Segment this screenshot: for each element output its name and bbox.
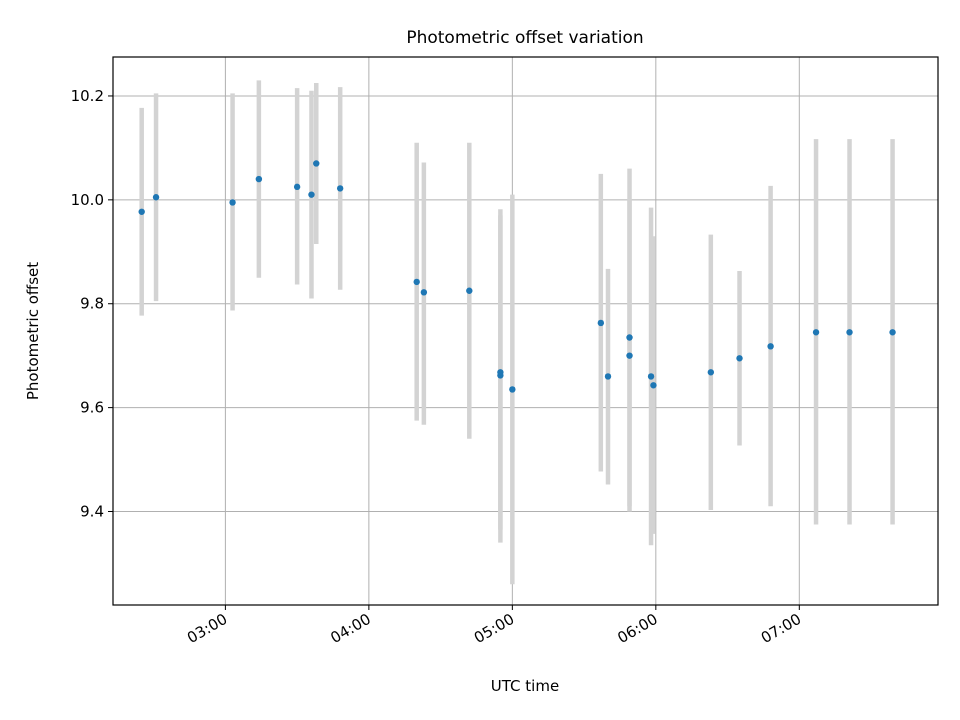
data-point — [846, 329, 853, 336]
data-point — [626, 352, 633, 359]
y-tick-label: 9.6 — [80, 399, 104, 417]
x-axis-label: UTC time — [491, 677, 559, 695]
data-point — [420, 289, 428, 296]
data-point — [889, 329, 896, 336]
data-point — [138, 208, 145, 215]
data-point — [707, 369, 715, 376]
y-axis-label: Photometric offset — [24, 262, 42, 400]
data-point — [413, 278, 420, 286]
y-axis-ticks: 9.4 9.6 9.8 10.0 10.2 — [71, 87, 113, 521]
data-point — [293, 183, 301, 191]
data-point — [466, 287, 473, 294]
y-tick-label: 10.2 — [71, 87, 104, 105]
data-point — [736, 355, 743, 362]
data-point — [647, 373, 655, 380]
data-point — [604, 373, 612, 380]
data-point — [650, 382, 657, 389]
y-tick-label: 9.8 — [80, 295, 104, 313]
data-points — [138, 160, 896, 393]
y-tick-label: 9.4 — [80, 503, 104, 521]
data-point — [509, 386, 516, 393]
data-point — [255, 175, 263, 183]
plot-frame — [112, 56, 939, 606]
data-point — [152, 194, 160, 201]
data-point — [597, 319, 605, 327]
data-point — [308, 191, 315, 198]
data-point — [626, 334, 633, 341]
data-point — [313, 160, 320, 167]
data-point — [497, 369, 504, 376]
data-point — [767, 343, 774, 350]
data-point — [336, 185, 344, 192]
data-point — [229, 199, 236, 206]
chart-title: Photometric offset variation — [406, 28, 643, 48]
data-point — [812, 329, 820, 336]
y-tick-label: 10.0 — [71, 191, 104, 209]
